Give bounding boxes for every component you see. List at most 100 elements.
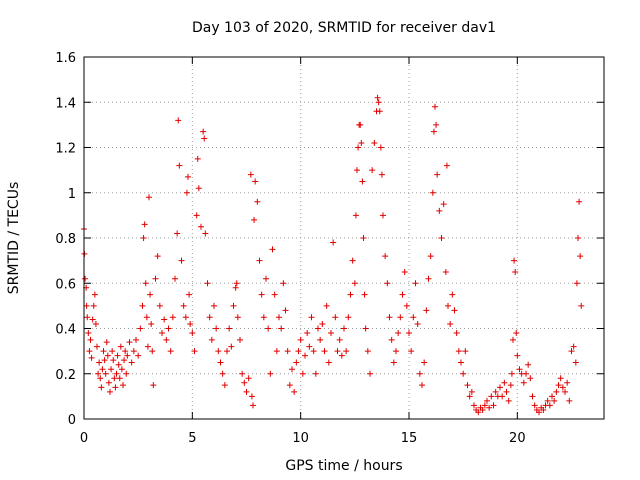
y-tick-label: 0.2: [55, 368, 76, 383]
data-point: [384, 280, 391, 287]
data-point: [150, 382, 157, 389]
data-point: [213, 325, 220, 332]
data-point: [232, 284, 239, 291]
data-point: [536, 409, 542, 416]
data-point: [122, 348, 129, 355]
x-tick-label: 20: [509, 431, 526, 446]
data-point: [105, 379, 112, 386]
data-point: [83, 302, 90, 309]
data-point: [94, 343, 100, 350]
data-point: [436, 207, 443, 214]
data-point: [135, 352, 142, 359]
data-point: [440, 201, 447, 208]
y-tick-label: 0: [68, 413, 76, 428]
data-point: [219, 370, 226, 377]
data-point: [564, 379, 571, 386]
data-point: [505, 397, 512, 404]
data-point: [104, 352, 111, 359]
data-point: [433, 121, 440, 128]
data-point: [84, 314, 91, 321]
data-point: [102, 370, 109, 377]
data-point: [546, 402, 553, 409]
data-point: [289, 366, 295, 373]
data-point: [252, 178, 259, 185]
plot-frame: [83, 56, 605, 420]
data-point: [154, 253, 161, 260]
data-point: [414, 320, 421, 327]
data-point: [114, 352, 121, 359]
data-point: [442, 268, 449, 275]
data-point: [458, 359, 464, 366]
data-point: [97, 375, 104, 382]
data-point: [299, 370, 306, 377]
data-point: [513, 330, 520, 337]
data-point: [169, 314, 176, 321]
data-point: [511, 257, 518, 264]
data-point: [375, 99, 382, 106]
data-point: [317, 336, 324, 343]
data-point: [239, 370, 246, 377]
data-point: [215, 348, 222, 355]
data-point: [332, 314, 339, 321]
data-point: [243, 388, 250, 395]
data-point: [445, 302, 451, 309]
data-point: [183, 189, 190, 196]
data-point: [163, 336, 170, 343]
data-point: [369, 167, 376, 174]
data-point: [115, 361, 122, 368]
data-point: [148, 320, 155, 327]
tick-labels: 0 0.2 0.4 0.6 0.8 1 1.2 1.4 1.6 0 5 10 15 20: [55, 51, 525, 446]
data-point: [224, 348, 230, 355]
data-point: [425, 275, 432, 282]
data-point: [198, 223, 204, 230]
data-point: [95, 370, 102, 377]
data-point: [349, 257, 356, 264]
data-point: [343, 348, 350, 355]
data-point: [206, 314, 213, 321]
data-point: [578, 302, 585, 309]
x-tick-label: 15: [401, 431, 418, 446]
data-point: [553, 388, 560, 395]
data-point: [241, 379, 248, 386]
data-point: [304, 330, 311, 337]
data-point: [430, 128, 437, 135]
data-point: [117, 343, 124, 350]
y-tick-label: 0.4: [55, 323, 76, 338]
data-point: [362, 325, 369, 332]
data-point: [490, 402, 497, 409]
data-point: [544, 397, 551, 404]
data-point: [419, 382, 425, 389]
data-point: [432, 103, 438, 110]
data-point: [572, 359, 579, 366]
data-point: [267, 370, 274, 377]
data-point: [438, 235, 445, 241]
y-axis-title: SRMTID / TECUs: [6, 182, 22, 295]
data-point: [185, 173, 191, 180]
data-point: [330, 239, 337, 246]
data-point: [401, 268, 408, 275]
data-point: [88, 354, 95, 361]
data-point: [149, 348, 156, 355]
data-point: [551, 397, 558, 404]
data-point: [254, 198, 261, 205]
data-point: [468, 388, 475, 395]
data-point: [204, 280, 211, 287]
data-point: [280, 280, 287, 287]
x-tick-label: 5: [188, 431, 196, 446]
data-point: [195, 185, 202, 192]
data-point: [107, 388, 113, 395]
data-point: [193, 212, 200, 219]
data-point: [319, 320, 326, 327]
data-point: [121, 357, 128, 364]
data-point: [124, 352, 131, 359]
data-point: [512, 268, 519, 275]
data-point: [137, 325, 144, 332]
data-point: [140, 235, 147, 241]
x-tick-label: 0: [80, 431, 88, 446]
data-point: [520, 379, 527, 386]
data-point: [113, 370, 120, 377]
data-point: [367, 370, 373, 377]
data-point: [325, 359, 332, 366]
